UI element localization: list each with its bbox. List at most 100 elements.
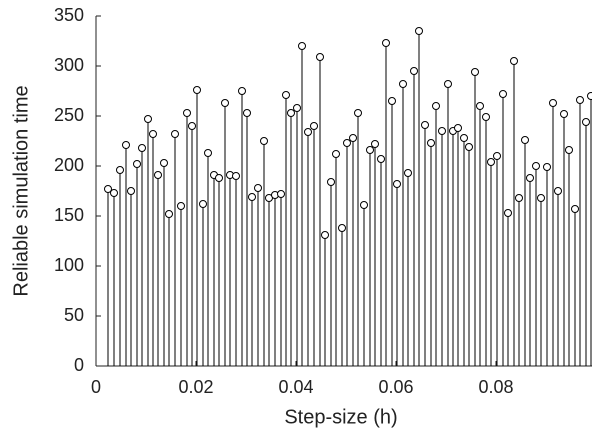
- stem-marker: [493, 152, 501, 160]
- stem-marker: [338, 224, 346, 232]
- stem-marker: [215, 174, 223, 182]
- y-tick-label: 350: [54, 5, 84, 25]
- stem-marker: [304, 128, 312, 136]
- stem-marker: [321, 231, 329, 239]
- stem-marker: [526, 174, 534, 182]
- stem-marker: [438, 127, 446, 135]
- stem-marker: [427, 139, 435, 147]
- stem-marker: [366, 146, 374, 154]
- stem-marker: [293, 104, 301, 112]
- stem-marker: [138, 144, 146, 152]
- stem-marker: [149, 130, 157, 138]
- stem-marker: [183, 109, 191, 117]
- stem-marker: [510, 57, 518, 65]
- stem-marker: [287, 109, 295, 117]
- stem-marker: [399, 80, 407, 88]
- stem-marker: [482, 113, 490, 121]
- stem-marker: [177, 202, 185, 210]
- stem-marker: [243, 109, 251, 117]
- y-axis-label: Reliable simulation time: [10, 85, 32, 296]
- stem-marker: [193, 86, 201, 94]
- stem-marker: [171, 130, 179, 138]
- stem-marker: [327, 178, 335, 186]
- stem-marker: [521, 136, 529, 144]
- y-tick-label: 50: [64, 305, 84, 325]
- stem-marker: [404, 169, 412, 177]
- stem-marker: [144, 115, 152, 123]
- stem-marker: [504, 209, 512, 217]
- y-tick-label: 200: [54, 155, 84, 175]
- stem-marker: [444, 80, 452, 88]
- stem-marker: [393, 180, 401, 188]
- x-tick-label: 0.08: [478, 377, 513, 397]
- y-tick-label: 150: [54, 205, 84, 225]
- stem-marker: [410, 67, 418, 75]
- stem-marker: [104, 185, 112, 193]
- stem-marker: [199, 200, 207, 208]
- stem-marker: [360, 201, 368, 209]
- stem-marker: [454, 124, 462, 132]
- stem-marker: [487, 158, 495, 166]
- stem-marker: [537, 194, 545, 202]
- stem-marker: [532, 162, 540, 170]
- stem-marker: [582, 118, 590, 126]
- stem-marker: [382, 39, 390, 47]
- stem-marker: [232, 172, 240, 180]
- stem-marker: [188, 122, 196, 130]
- stem-marker: [133, 160, 141, 168]
- stem-marker: [471, 68, 479, 76]
- stem-marker: [460, 134, 468, 142]
- y-tick-label: 300: [54, 55, 84, 75]
- stem-marker: [371, 140, 379, 148]
- stem-marker: [543, 163, 551, 171]
- stem-marker: [282, 91, 290, 99]
- stem-marker: [332, 150, 340, 158]
- stem-marker: [316, 53, 324, 61]
- stem-marker: [248, 193, 256, 201]
- stem-marker: [554, 187, 562, 195]
- stem-marker: [565, 146, 573, 154]
- stem-marker: [465, 143, 473, 151]
- stem-marker: [354, 109, 362, 117]
- x-tick-label: 0: [91, 377, 101, 397]
- x-tick-label: 0.06: [378, 377, 413, 397]
- x-axis-label: Step-size (h): [284, 406, 397, 428]
- stem-marker: [116, 166, 124, 174]
- x-tick-label: 0.04: [278, 377, 313, 397]
- y-tick-label: 0: [74, 355, 84, 375]
- y-tick-label: 250: [54, 105, 84, 125]
- stem-marker: [110, 189, 118, 197]
- stem-marker: [238, 87, 246, 95]
- stem-marker: [349, 134, 357, 142]
- stem-marker: [560, 110, 568, 118]
- stem-marker: [122, 141, 130, 149]
- stem-marker: [377, 155, 385, 163]
- stem-marker: [499, 90, 507, 98]
- stem-marker: [160, 159, 168, 167]
- stem-marker: [127, 187, 135, 195]
- stem-marker: [587, 92, 592, 100]
- stem-marker: [154, 171, 162, 179]
- y-tick-label: 100: [54, 255, 84, 275]
- stem-marker: [204, 149, 212, 157]
- stem-marker: [576, 96, 584, 104]
- stem-marker: [515, 194, 523, 202]
- stem-marker: [343, 139, 351, 147]
- stem-marker: [298, 42, 306, 50]
- stem-marker: [476, 102, 484, 110]
- stem-marker: [277, 190, 285, 198]
- stem-marker: [260, 137, 268, 145]
- stem-marker: [432, 102, 440, 110]
- stem-marker: [549, 99, 557, 107]
- stem-marker: [221, 99, 229, 107]
- stem-marker: [254, 184, 262, 192]
- stem-marker: [421, 121, 429, 129]
- x-tick-label: 0.02: [178, 377, 213, 397]
- stem-marker: [310, 122, 318, 130]
- stem-marker: [571, 205, 579, 213]
- stem-marker: [388, 97, 396, 105]
- stem-marker: [165, 210, 173, 218]
- stem-marker: [415, 27, 423, 35]
